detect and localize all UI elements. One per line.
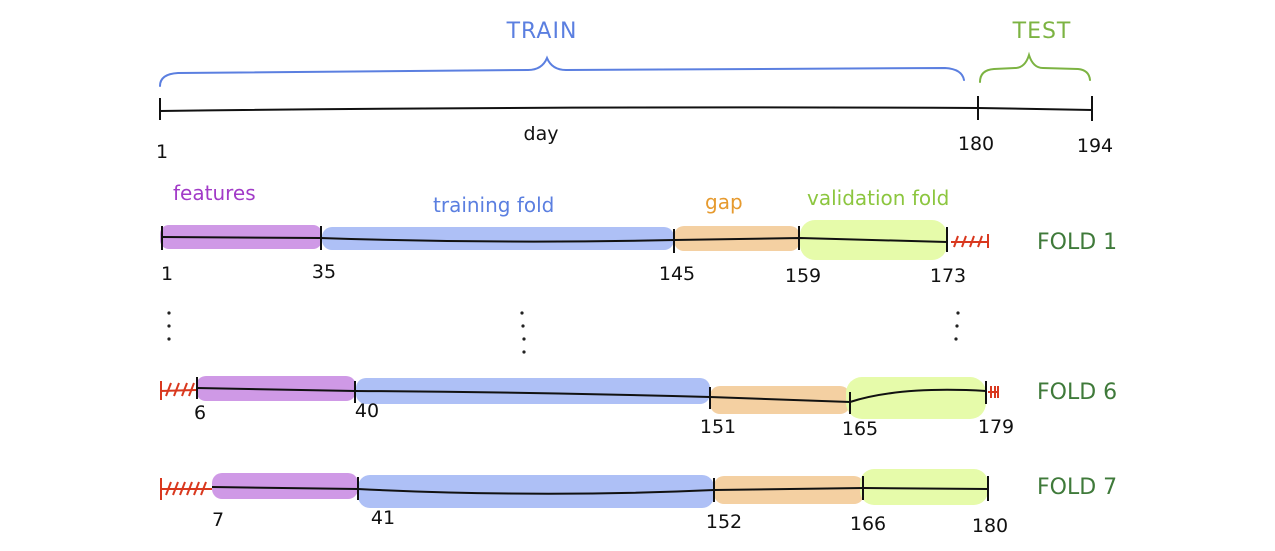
fold-1-tick-label: 35 xyxy=(312,261,336,283)
fold-6-tick-label: 165 xyxy=(842,418,878,440)
fold-7-tick-label: 152 xyxy=(706,511,742,533)
day-tick-label-180: 180 xyxy=(958,133,994,155)
ellipsis-left xyxy=(167,311,171,341)
test-label: TEST xyxy=(1012,19,1072,44)
fold-6-training-segment xyxy=(356,378,710,404)
fold-1-excluded-hatch xyxy=(951,234,989,248)
ellipsis-right xyxy=(954,311,960,341)
fold-6-tick-label: 40 xyxy=(355,400,379,422)
fold-7-features-segment xyxy=(212,473,358,499)
train-label: TRAIN xyxy=(506,19,578,44)
fold-7-validation-segment xyxy=(860,469,988,505)
fold-7: 7 41 152 166 180 FOLD 7 xyxy=(160,469,1117,537)
day-axis xyxy=(159,106,1093,112)
fold-7-tick-label: 166 xyxy=(850,513,886,535)
day-tick-label-194: 194 xyxy=(1077,135,1113,157)
fold-6-axis xyxy=(196,387,987,404)
fold-7-tick-label: 180 xyxy=(972,515,1008,537)
features-label: features xyxy=(173,181,256,205)
gap-label: gap xyxy=(705,190,743,214)
fold-6-tick-label: 151 xyxy=(700,416,736,438)
fold-7-axis xyxy=(211,486,989,495)
fold-7-training-segment xyxy=(358,475,714,508)
training-fold-label: training fold xyxy=(433,193,554,217)
fold-7-tick-label: 7 xyxy=(212,509,224,531)
fold-1-tick-label: 145 xyxy=(659,263,695,285)
fold-6-label: FOLD 6 xyxy=(1037,380,1117,405)
fold-1-tick-label: 159 xyxy=(785,265,821,287)
fold-6-validation-segment xyxy=(846,377,986,419)
test-brace xyxy=(979,51,1091,83)
fold-7-label: FOLD 7 xyxy=(1037,475,1117,500)
fold-6: 6 40 151 165 179 FOLD 6 xyxy=(159,376,1117,440)
fold-1: 1 35 145 159 173 FOLD 1 xyxy=(160,220,1117,287)
fold-7-excluded-hatch xyxy=(160,478,212,500)
ellipsis-middle xyxy=(520,311,526,354)
fold-1-axis xyxy=(161,236,948,243)
fold-1-tick-label: 173 xyxy=(930,265,966,287)
fold-1-tick-label: 1 xyxy=(161,263,173,285)
day-axis-label: day xyxy=(524,123,559,145)
fold-6-tick-label: 6 xyxy=(194,402,206,424)
fold-1-training-segment xyxy=(322,227,674,250)
validation-fold-label: validation fold xyxy=(807,186,949,210)
fold-1-label: FOLD 1 xyxy=(1037,230,1117,255)
fold-6-excluded-hatch-left xyxy=(159,381,197,400)
fold-6-excluded-hatch-right xyxy=(988,386,999,398)
day-tick-label-start: 1 xyxy=(156,141,168,163)
train-brace xyxy=(159,55,965,87)
fold-7-tick-label: 41 xyxy=(371,507,395,529)
fold-6-tick-label: 179 xyxy=(978,416,1014,438)
